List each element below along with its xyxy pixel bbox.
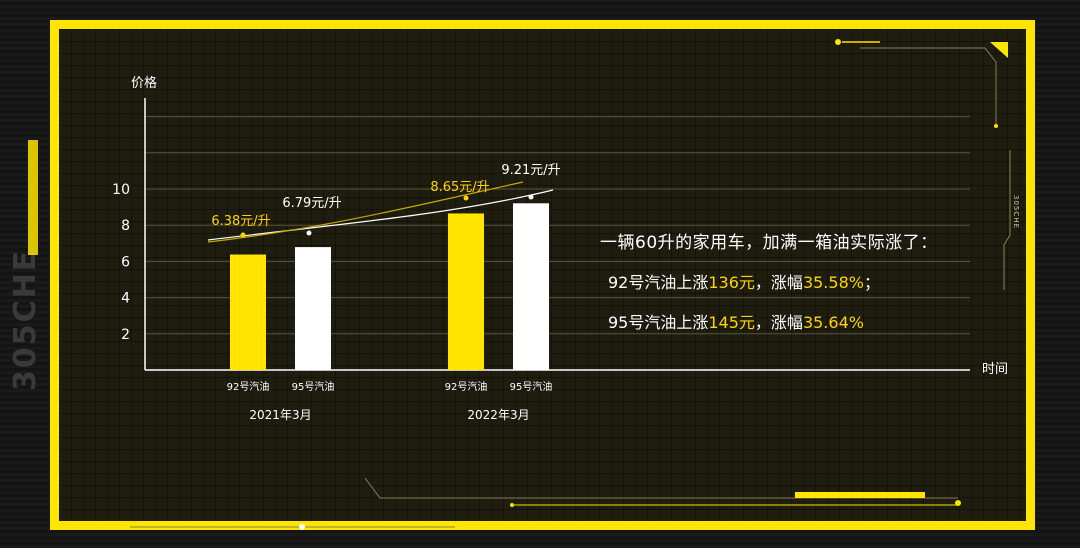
trend-point xyxy=(463,195,469,201)
trend-point xyxy=(306,230,312,236)
bar xyxy=(295,247,331,370)
info-line-95: 95号汽油上涨145元，涨幅35.64% xyxy=(608,313,864,332)
bars xyxy=(230,203,549,370)
info-heading: 一辆60升的家用车，加满一箱油实际涨了： xyxy=(600,233,938,253)
x-tick-label: 92号汽油 xyxy=(227,380,270,393)
info-line-92: 92号汽油上涨136元，涨幅35.58%； xyxy=(608,273,880,292)
labels: 92号汽油 95号汽油 2021年3月 92号汽油 95号汽油 2022年3月 6.38元/… xyxy=(211,163,560,422)
trend-line xyxy=(207,181,554,243)
trend-point xyxy=(240,232,246,238)
group-label: 2021年3月 xyxy=(249,408,311,422)
data-label: 8.65元/升 xyxy=(430,180,489,195)
bar xyxy=(513,203,549,370)
side-tag: 305CHE xyxy=(1012,195,1020,229)
y-tick-label: 2 xyxy=(121,327,130,343)
y-axis-title: 价格 xyxy=(131,75,157,91)
trend-point xyxy=(528,194,534,200)
bar xyxy=(230,254,266,370)
info-panel: 一辆60升的家用车，加满一箱油实际涨了： 92号汽油上涨136元，涨幅35.58… xyxy=(600,228,938,333)
decor-top-right xyxy=(835,39,1011,290)
data-label: 6.79元/升 xyxy=(282,196,341,211)
trend-curve-white xyxy=(207,189,554,241)
data-label: 6.38元/升 xyxy=(211,214,270,229)
bar xyxy=(448,213,484,370)
y-tick-label: 8 xyxy=(121,218,130,234)
grid-lines xyxy=(145,116,970,335)
trend-curve-yellow xyxy=(207,181,524,243)
y-tick-label: 4 xyxy=(121,291,130,307)
y-tick-label: 10 xyxy=(112,182,130,198)
x-tick-label: 95号汽油 xyxy=(292,380,335,393)
data-label: 9.21元/升 xyxy=(501,163,560,178)
x-tick-label: 92号汽油 xyxy=(445,380,488,393)
group-label: 2022年3月 xyxy=(467,408,529,422)
x-tick-label: 95号汽油 xyxy=(510,380,553,393)
decor-bottom xyxy=(130,477,961,530)
x-axis-title: 时间 xyxy=(982,362,1008,377)
decor-left-stripes xyxy=(28,140,38,255)
y-tick-label: 6 xyxy=(121,254,130,270)
